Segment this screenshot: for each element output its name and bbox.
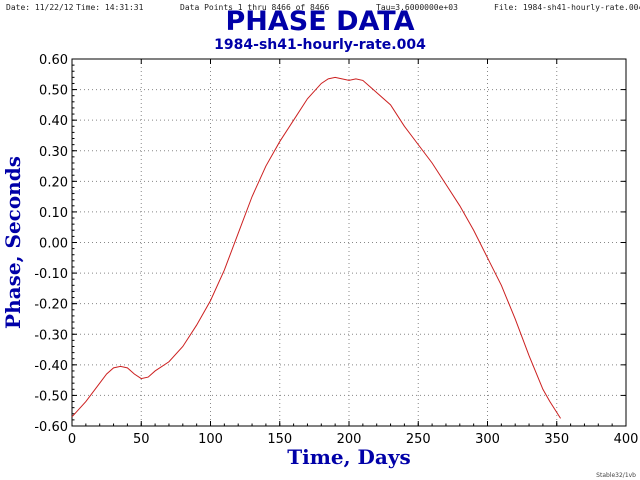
x-tick-label: 0: [68, 432, 76, 447]
chart-subtitle: 1984-sh41-hourly-rate.004: [214, 37, 426, 53]
phase-series-line: [71, 76, 561, 419]
x-tick-label: 50: [133, 432, 150, 447]
y-tick-label: 0.40: [39, 114, 68, 129]
y-tick-label: 0.10: [39, 206, 68, 221]
y-axis-label: Phase, Seconds: [1, 156, 25, 329]
y-tick-label: -0.20: [34, 298, 68, 313]
header-tau: Tau=3.6000000e+03: [376, 3, 458, 12]
header-time: Time: 14:31:31: [76, 3, 144, 12]
x-axis-ticks: 0 50 100 150 200 250 300 350 400: [68, 59, 639, 447]
x-tick-label: 300: [475, 432, 500, 447]
y-tick-label: 0.20: [39, 175, 68, 190]
y-tick-label: 0.60: [39, 53, 68, 68]
x-tick-label: 400: [614, 432, 639, 447]
x-tick-label: 100: [198, 432, 223, 447]
y-axis-ticks: -0.60 -0.50 -0.40 -0.30 -0.20 -0.10 0.00 0.10 0.…: [34, 53, 626, 435]
x-tick-label: 200: [337, 432, 362, 447]
header-date: Date: 11/22/12: [6, 3, 74, 12]
y-tick-label: -0.40: [34, 359, 68, 374]
y-tick-label: -0.60: [34, 420, 68, 435]
footer-version: Stable32/1vb: [596, 472, 636, 479]
chart-title: PHASE DATA: [225, 6, 415, 37]
y-tick-label: -0.50: [34, 389, 68, 404]
header-data-points: Data Points 1 thru 8466 of 8466: [180, 3, 330, 12]
x-tick-label: 150: [267, 432, 292, 447]
y-tick-label: 0.50: [39, 84, 68, 99]
x-axis-label: Time, Days: [287, 445, 410, 469]
header-file: File: 1984-sh41-hourly-rate.004: [494, 3, 640, 12]
y-tick-label: 0.00: [39, 237, 68, 252]
x-tick-label: 250: [406, 432, 431, 447]
y-tick-label: 0.30: [39, 145, 68, 160]
y-tick-label: -0.30: [34, 328, 68, 343]
x-tick-label: 350: [544, 432, 569, 447]
y-tick-label: -0.10: [34, 267, 68, 282]
